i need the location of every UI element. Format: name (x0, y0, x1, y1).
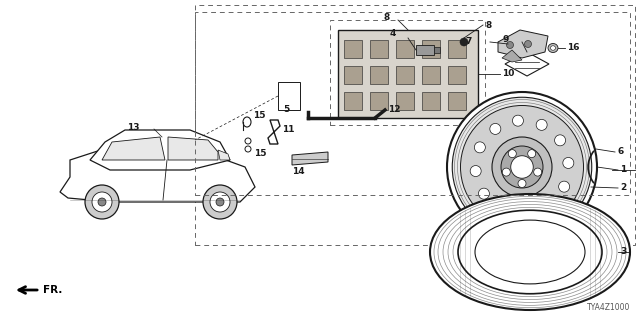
Text: 11: 11 (282, 125, 294, 134)
Ellipse shape (513, 115, 524, 126)
Ellipse shape (452, 97, 592, 237)
Polygon shape (218, 150, 230, 160)
Bar (370, 92, 388, 110)
Polygon shape (292, 152, 328, 165)
Text: 2: 2 (620, 183, 627, 193)
Bar (157, 137, 167, 181)
Text: TYA4Z1000: TYA4Z1000 (587, 303, 630, 312)
Ellipse shape (458, 210, 602, 294)
Bar (396, 66, 414, 84)
Ellipse shape (550, 46, 556, 50)
Ellipse shape (511, 156, 533, 178)
Ellipse shape (536, 119, 547, 130)
Bar (434, 47, 440, 53)
Text: 3: 3 (620, 247, 627, 257)
Ellipse shape (502, 168, 510, 176)
Ellipse shape (430, 194, 630, 310)
Bar (422, 66, 440, 84)
Ellipse shape (460, 38, 468, 46)
Bar (448, 92, 466, 110)
Text: 8: 8 (384, 13, 390, 22)
Bar (344, 40, 362, 58)
Text: 6: 6 (618, 148, 624, 156)
Text: 5: 5 (283, 106, 289, 115)
Polygon shape (102, 137, 165, 160)
Text: 8: 8 (485, 20, 492, 29)
Ellipse shape (534, 168, 541, 176)
Ellipse shape (447, 92, 597, 242)
Bar (124, 154, 200, 164)
Bar (344, 66, 362, 84)
Ellipse shape (555, 135, 566, 146)
Polygon shape (60, 147, 255, 202)
Ellipse shape (518, 180, 526, 188)
Ellipse shape (528, 150, 536, 158)
Polygon shape (90, 130, 230, 170)
Ellipse shape (548, 44, 558, 52)
Bar (278, 82, 300, 110)
Text: 7: 7 (466, 37, 472, 46)
Ellipse shape (98, 198, 106, 206)
Ellipse shape (474, 142, 485, 153)
Bar (422, 40, 440, 58)
Bar (422, 92, 440, 110)
Bar (416, 45, 434, 55)
Ellipse shape (508, 150, 516, 158)
Ellipse shape (543, 200, 554, 211)
Polygon shape (505, 52, 549, 76)
Ellipse shape (490, 124, 501, 134)
Ellipse shape (563, 157, 574, 168)
Text: 13: 13 (127, 123, 140, 132)
Ellipse shape (118, 153, 130, 165)
Polygon shape (498, 30, 548, 58)
Bar (338, 30, 478, 118)
Ellipse shape (506, 42, 513, 49)
Ellipse shape (475, 220, 585, 284)
Bar (448, 40, 466, 58)
Bar (448, 66, 466, 84)
Ellipse shape (559, 181, 570, 192)
Ellipse shape (525, 41, 531, 47)
Ellipse shape (479, 188, 490, 199)
Text: 14: 14 (292, 167, 305, 177)
Text: 9: 9 (502, 35, 509, 44)
Ellipse shape (501, 146, 543, 188)
Polygon shape (168, 137, 218, 160)
Ellipse shape (210, 192, 230, 212)
Ellipse shape (92, 192, 112, 212)
Bar (370, 40, 388, 58)
Ellipse shape (184, 153, 196, 165)
Text: 4: 4 (390, 29, 396, 38)
Ellipse shape (497, 204, 508, 215)
Ellipse shape (520, 208, 532, 219)
Polygon shape (502, 50, 522, 62)
Bar (396, 40, 414, 58)
Ellipse shape (85, 185, 119, 219)
Text: FR.: FR. (43, 285, 62, 295)
Ellipse shape (461, 106, 584, 228)
Bar (370, 66, 388, 84)
Text: 15: 15 (254, 148, 266, 157)
Text: 16: 16 (567, 44, 579, 52)
Text: 15: 15 (253, 111, 266, 121)
Text: 12: 12 (388, 106, 401, 115)
Ellipse shape (470, 165, 481, 177)
Text: 10: 10 (502, 69, 515, 78)
Ellipse shape (492, 137, 552, 197)
Ellipse shape (216, 198, 224, 206)
Ellipse shape (203, 185, 237, 219)
Bar (344, 92, 362, 110)
Ellipse shape (156, 131, 168, 143)
Bar (396, 92, 414, 110)
Text: 1: 1 (620, 165, 627, 174)
